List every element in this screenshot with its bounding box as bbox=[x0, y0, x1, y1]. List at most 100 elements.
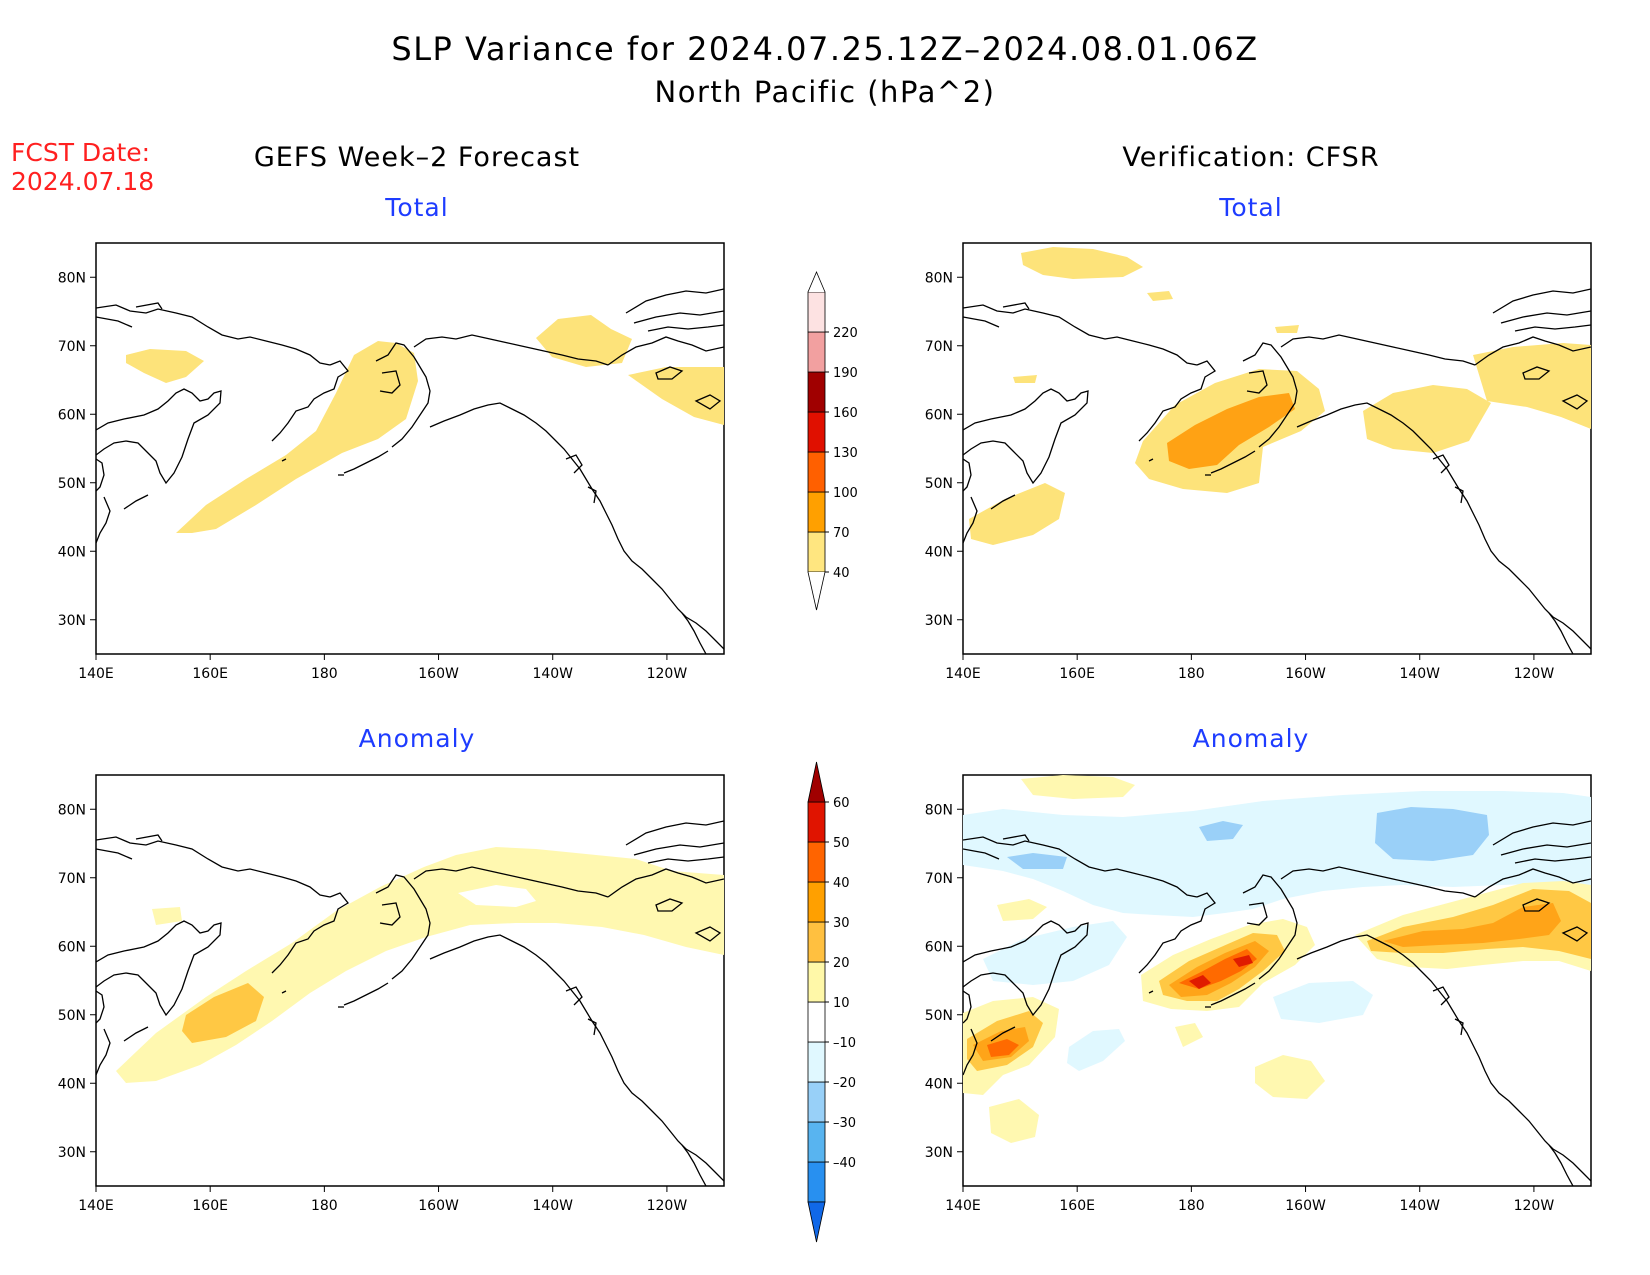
lat-tick-label: 80N bbox=[925, 270, 953, 286]
anomaly-30-region bbox=[1383, 903, 1561, 947]
anomaly-neg10-region bbox=[1273, 981, 1373, 1023]
lon-tick-label: 140W bbox=[1399, 1198, 1440, 1214]
total-colorbar-label: 190 bbox=[833, 366, 858, 381]
lat-tick-label: 30N bbox=[58, 613, 86, 629]
lon-tick-label: 120W bbox=[647, 666, 688, 682]
total-colorbar-label: 40 bbox=[833, 566, 850, 581]
lat-tick-label: 50N bbox=[58, 476, 86, 492]
lat-tick-label: 70N bbox=[58, 339, 86, 355]
anomaly-colorbar-label: 50 bbox=[833, 836, 850, 851]
total-colorbar: 40 70 100 130 160 190 220 bbox=[807, 270, 858, 611]
main-title: SLP Variance for 2024.07.25.12Z–2024.08.… bbox=[391, 30, 1259, 68]
cfsr-total-title: Total bbox=[1219, 193, 1283, 222]
lon-tick-label: 140E bbox=[945, 1198, 981, 1214]
anomaly-colorbar-label: 30 bbox=[833, 916, 850, 931]
anomaly-colorbar-max-arrow bbox=[807, 761, 826, 803]
right-column-title: Verification: CFSR bbox=[1122, 142, 1380, 173]
anomaly-colorbar-swatch bbox=[807, 1001, 826, 1043]
anomaly-colorbar-swatch bbox=[807, 1161, 826, 1203]
forecast-date-label: FCST Date: bbox=[11, 138, 151, 167]
anomaly-50-region bbox=[1189, 975, 1211, 989]
anomaly-neg20-region bbox=[1199, 821, 1243, 841]
anomaly-20-region bbox=[182, 983, 264, 1043]
gefs-anomaly-title: Anomaly bbox=[358, 724, 476, 753]
lat-tick-label: 70N bbox=[58, 871, 86, 887]
lat-tick-label: 50N bbox=[58, 1008, 86, 1024]
lat-tick-label: 50N bbox=[925, 476, 953, 492]
anomaly-colorbar-swatch bbox=[807, 1121, 826, 1163]
total-40-region bbox=[628, 367, 724, 425]
total-40-region bbox=[969, 483, 1065, 545]
lon-tick-label: 120W bbox=[1514, 1198, 1555, 1214]
forecast-date-value: 2024.07.18 bbox=[11, 167, 155, 196]
main-subtitle: North Pacific (hPa^2) bbox=[654, 75, 996, 109]
anomaly-10-region bbox=[152, 907, 182, 925]
total-40-region bbox=[1013, 375, 1037, 383]
anomaly-10-region bbox=[989, 1099, 1039, 1143]
total-colorbar-label: 70 bbox=[833, 526, 850, 541]
anomaly-10-region bbox=[997, 899, 1047, 921]
anomaly-colorbar-swatch bbox=[807, 961, 826, 1003]
anomaly-colorbar-min-arrow bbox=[807, 1201, 826, 1243]
lon-tick-label: 160E bbox=[192, 666, 228, 682]
gefs-anomaly-contours bbox=[116, 847, 724, 1083]
cfsr-anomaly-contours bbox=[963, 775, 1591, 1143]
cfsr-total-contours bbox=[969, 247, 1591, 545]
lon-tick-label: 160W bbox=[1285, 1198, 1326, 1214]
lon-tick-label: 140W bbox=[532, 666, 573, 682]
anomaly-colorbar-label: 60 bbox=[833, 796, 850, 811]
anomaly-colorbar-swatch bbox=[807, 1041, 826, 1083]
lat-tick-label: 60N bbox=[58, 407, 86, 423]
lat-tick-label: 70N bbox=[925, 339, 953, 355]
lat-tick-label: 40N bbox=[925, 544, 953, 560]
anomaly-neutral-gap bbox=[458, 885, 536, 907]
lat-tick-label: 30N bbox=[925, 613, 953, 629]
total-40-region bbox=[1147, 291, 1173, 301]
lon-tick-label: 140E bbox=[78, 666, 114, 682]
total-40-region bbox=[1473, 343, 1591, 429]
lon-tick-label: 160W bbox=[418, 1198, 459, 1214]
lat-tick-label: 50N bbox=[925, 1008, 953, 1024]
total-colorbar-label: 160 bbox=[833, 406, 858, 421]
lon-tick-label: 180 bbox=[1178, 666, 1205, 682]
lon-tick-label: 160W bbox=[1285, 666, 1326, 682]
anomaly-10-region bbox=[1255, 1055, 1325, 1099]
total-colorbar-swatch bbox=[807, 491, 826, 533]
total-70-region bbox=[1167, 393, 1295, 469]
lon-tick-label: 160E bbox=[192, 1198, 228, 1214]
lat-tick-label: 60N bbox=[58, 939, 86, 955]
gefs-total-panel bbox=[95, 242, 725, 655]
lon-tick-label: 160W bbox=[418, 666, 459, 682]
anomaly-10-region bbox=[116, 847, 724, 1083]
total-40-region bbox=[126, 349, 204, 383]
lat-tick-label: 80N bbox=[925, 802, 953, 818]
anomaly-colorbar-swatch bbox=[807, 1081, 826, 1123]
forecast-date-block: FCST Date: 2024.07.18 bbox=[11, 138, 154, 196]
lat-tick-label: 40N bbox=[58, 544, 86, 560]
cfsr-anomaly-panel bbox=[962, 774, 1592, 1187]
lon-tick-label: 180 bbox=[311, 666, 338, 682]
total-colorbar-label: 130 bbox=[833, 446, 858, 461]
total-40-region bbox=[1021, 247, 1143, 279]
total-40-region bbox=[176, 341, 418, 533]
lat-tick-label: 30N bbox=[925, 1145, 953, 1161]
anomaly-neg10-region bbox=[1067, 1029, 1125, 1071]
lon-tick-label: 120W bbox=[1514, 666, 1555, 682]
lon-tick-label: 180 bbox=[1178, 1198, 1205, 1214]
anomaly-40-region bbox=[987, 1039, 1019, 1057]
lon-tick-label: 140W bbox=[532, 1198, 573, 1214]
anomaly-colorbar-label: –30 bbox=[833, 1116, 856, 1131]
gefs-anomaly-panel bbox=[95, 774, 725, 1187]
total-colorbar-label: 220 bbox=[833, 326, 858, 341]
total-colorbar-swatch bbox=[807, 531, 826, 573]
anomaly-colorbar-swatch bbox=[807, 801, 826, 843]
anomaly-colorbar-label: –40 bbox=[833, 1156, 856, 1171]
lon-tick-label: 160E bbox=[1059, 666, 1095, 682]
anomaly-50-region bbox=[1233, 955, 1253, 967]
anomaly-neg20-region bbox=[1375, 807, 1489, 861]
lon-tick-label: 140E bbox=[945, 666, 981, 682]
lat-tick-label: 60N bbox=[925, 407, 953, 423]
total-colorbar-swatch bbox=[807, 451, 826, 493]
anomaly-10-region bbox=[1175, 1023, 1203, 1047]
